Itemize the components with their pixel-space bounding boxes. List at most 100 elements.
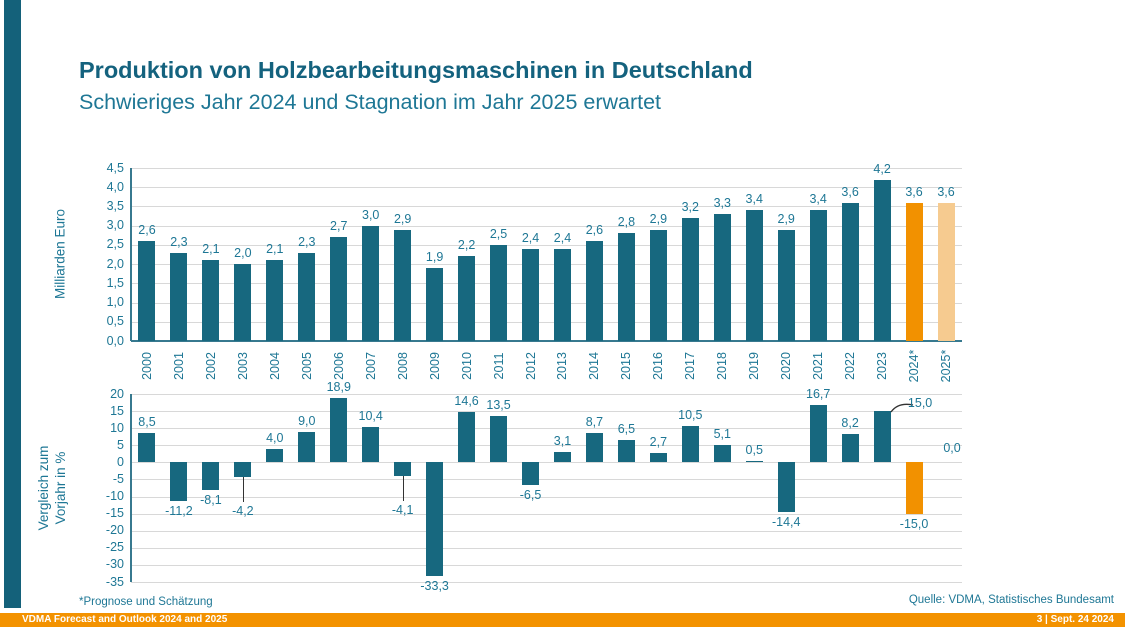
bar-2005 [298,252,316,341]
bar-label-2011: 2,5 [489,226,508,241]
bar-label-2017: 3,2 [681,199,699,214]
bar-2015 [617,233,635,341]
bar-2018 [713,444,731,463]
y-tick-label: 2,0 [106,256,124,271]
bar-2005 [298,431,316,463]
x-tick-label-2022: 2022 [843,352,858,380]
y-tick-label: -15 [105,506,124,521]
y-tick-label: 3,5 [106,198,124,213]
bar-label-2004: 2,1 [266,242,284,257]
bar-label-2006: 2,7 [330,219,348,234]
bar-label-2022: 3,6 [841,184,859,199]
bar-2016 [649,229,667,341]
bar-label-2007: 3,0 [362,207,380,222]
bar-2019 [745,210,763,341]
x-tick-label-2024*: 2024* [907,349,922,383]
y-tick-label: -20 [105,523,124,538]
bar-2004 [266,260,284,341]
gridline [131,547,962,549]
bar-label-2008: 2,9 [393,211,412,226]
y-axis-line [130,168,132,341]
bar-label-2025*: 0,0 [943,441,961,456]
gridline [131,496,962,498]
bar-label-2015: 2,8 [617,215,636,230]
x-tick-label-2014: 2014 [587,352,602,380]
bar-2003 [234,264,252,341]
bar-label-2014: 8,7 [585,414,604,429]
bar-label-2007: 10,4 [358,408,383,423]
bar-label-2001: -11,2 [165,503,193,518]
y-axis-line [130,394,132,582]
gridline [131,225,962,227]
bar-2020 [777,462,795,512]
bar-label-2013: 3,1 [553,433,572,448]
bar-label-2008: -4,1 [391,503,414,518]
bar-2007 [362,426,380,463]
bar-2012 [522,248,540,341]
y-tick-label: 4,0 [106,179,124,194]
bar-2009 [426,267,444,341]
bar-label-2012: -6,5 [519,487,542,502]
bar-label-2001: 2,3 [170,234,188,249]
bar-label-2009: -33,3 [420,579,449,594]
bar-2025* [937,202,955,341]
x-tick-label-2012: 2012 [523,352,538,380]
bar-label-2015: 6,5 [617,422,636,437]
gridline [131,168,962,169]
gridline [131,283,962,285]
x-tick-label-2002: 2002 [203,352,218,380]
bar-label-2017: 10,5 [678,408,703,423]
bar-2024* [905,202,923,341]
x-tick-label-2009: 2009 [427,352,442,380]
bar-2006 [330,397,348,463]
bar-label-2010: 14,6 [454,394,479,409]
gridline [131,479,962,481]
gridline [131,411,962,413]
bar-2012 [522,462,540,485]
bar-label-2023: 15,0 [907,396,933,411]
gridline [131,187,962,189]
y-tick-label: 0,5 [106,314,124,329]
gridline [131,513,962,515]
bar-2007 [362,225,380,341]
y-tick-label: 2,5 [106,237,124,252]
x-tick-label-2017: 2017 [683,352,698,380]
bar-2001 [170,252,188,341]
bar-2011 [490,416,508,463]
bar-label-2003: 2,0 [234,246,252,261]
y-tick-label: 1,5 [106,275,124,290]
gridline [131,462,962,464]
bar-2023 [873,179,891,341]
x-axis-line [131,340,962,342]
bar-2006 [330,237,348,341]
x-tick-label-2016: 2016 [651,352,666,380]
bar-2020 [777,229,795,341]
bar-label-2022: 8,2 [841,416,859,431]
x-tick-label-2006: 2006 [331,352,346,380]
label-leader-line [402,476,404,502]
bar-2021 [809,405,827,463]
gridline [131,582,962,583]
gridline [131,302,962,304]
bar-2003 [234,462,252,477]
y-tick-label: 1,0 [106,295,124,310]
gridline [131,206,962,208]
bar-2002 [202,260,220,341]
bar-label-2019: 3,4 [745,192,763,207]
bar-2023 [873,411,891,463]
bar-label-2002: -8,1 [200,493,222,508]
bar-label-2024*: 3,6 [905,184,923,199]
x-tick-label-2008: 2008 [395,352,410,380]
x-tick-label-2001: 2001 [171,352,186,380]
y-tick-label: 0,0 [106,333,124,348]
bar-2015 [617,440,635,463]
bar-2009 [426,462,444,577]
bar-label-2019: 0,5 [745,442,763,457]
bar-2021 [809,210,827,341]
y-tick-label: -30 [105,557,124,572]
x-tick-label-2020: 2020 [779,352,794,380]
gridline [131,445,962,447]
gridline [131,428,962,430]
